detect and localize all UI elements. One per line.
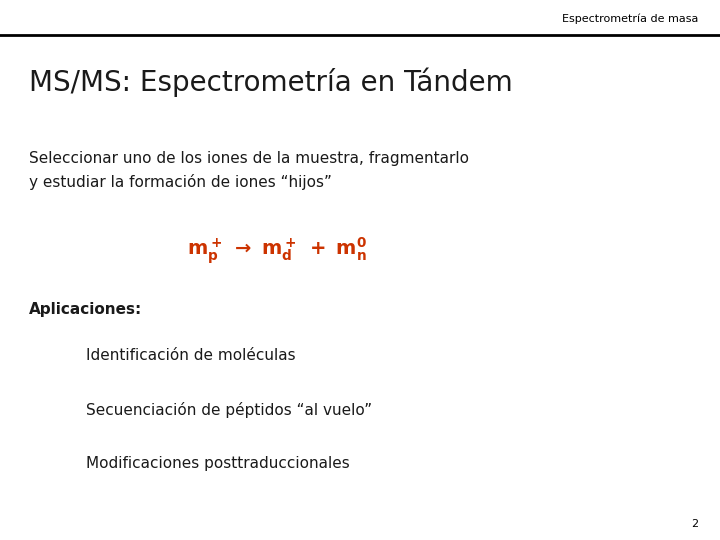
- Text: Secuenciación de péptidos “al vuelo”: Secuenciación de péptidos “al vuelo”: [86, 402, 372, 418]
- Text: Aplicaciones:: Aplicaciones:: [29, 302, 142, 318]
- Text: $\mathbf{m_p^+\ \rightarrow\ m_d^+\ +\ m_n^0}$: $\mathbf{m_p^+\ \rightarrow\ m_d^+\ +\ m…: [187, 235, 367, 266]
- Text: Seleccionar uno de los iones de la muestra, fragmentarlo
y estudiar la formación: Seleccionar uno de los iones de la muest…: [29, 151, 469, 190]
- Text: Identificación de moléculas: Identificación de moléculas: [86, 348, 296, 363]
- Text: Modificaciones posttraduccionales: Modificaciones posttraduccionales: [86, 456, 350, 471]
- Text: MS/MS: Espectrometría en Tándem: MS/MS: Espectrometría en Tándem: [29, 68, 513, 97]
- Text: 2: 2: [691, 519, 698, 529]
- Text: Espectrometría de masa: Espectrometría de masa: [562, 14, 698, 24]
